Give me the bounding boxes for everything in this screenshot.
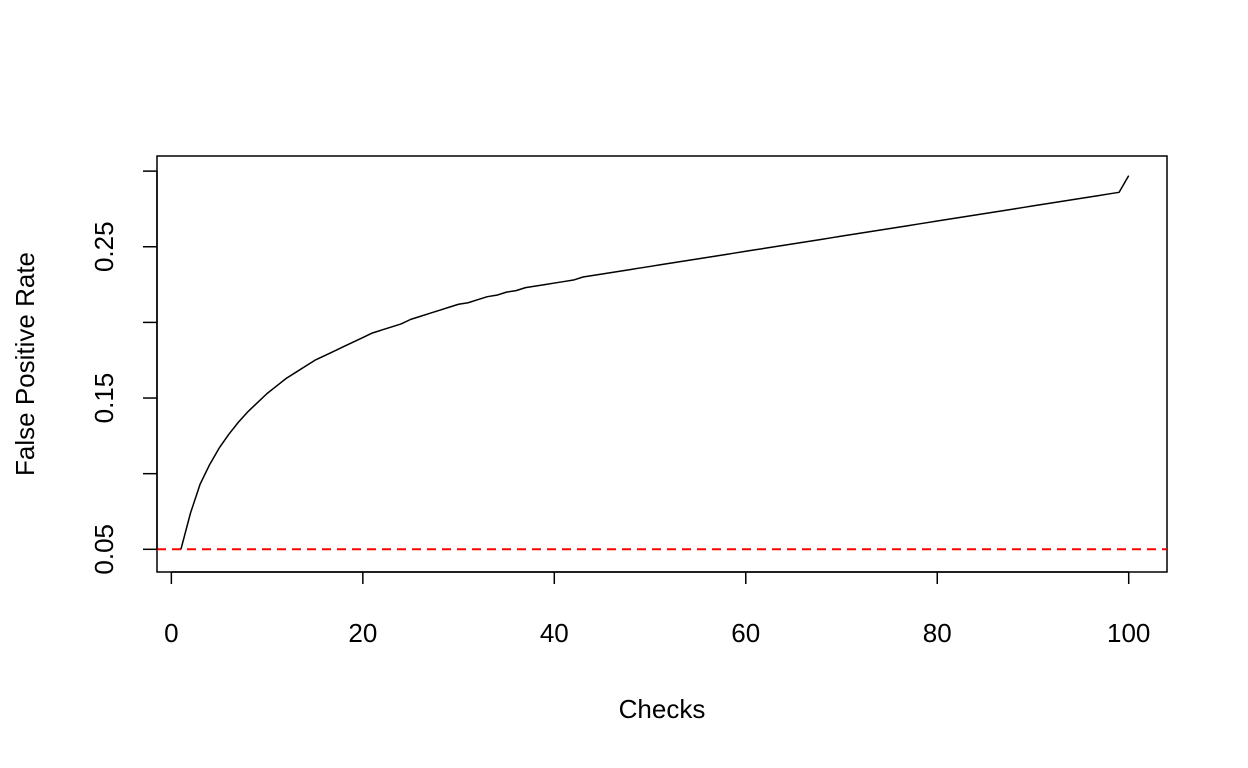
x-tick-label: 20 (348, 618, 377, 648)
x-axis-label: Checks (619, 694, 706, 724)
y-tick-label: 0.25 (89, 221, 119, 272)
series-layer (180, 175, 1130, 550)
series-line (180, 175, 1130, 550)
y-axis-label: False Positive Rate (10, 252, 40, 476)
x-tick-label: 0 (164, 618, 178, 648)
y-tick-label: 0.15 (89, 373, 119, 424)
y-axis: 0.05 0.15 0.25 (89, 170, 158, 575)
x-axis: 0 20 40 60 80 100 (164, 571, 1150, 648)
x-tick-label: 60 (731, 618, 760, 648)
x-tick-label: 100 (1107, 618, 1150, 648)
x-tick-label: 40 (540, 618, 569, 648)
y-tick-label: 0.05 (89, 524, 119, 575)
x-tick-label: 80 (923, 618, 952, 648)
